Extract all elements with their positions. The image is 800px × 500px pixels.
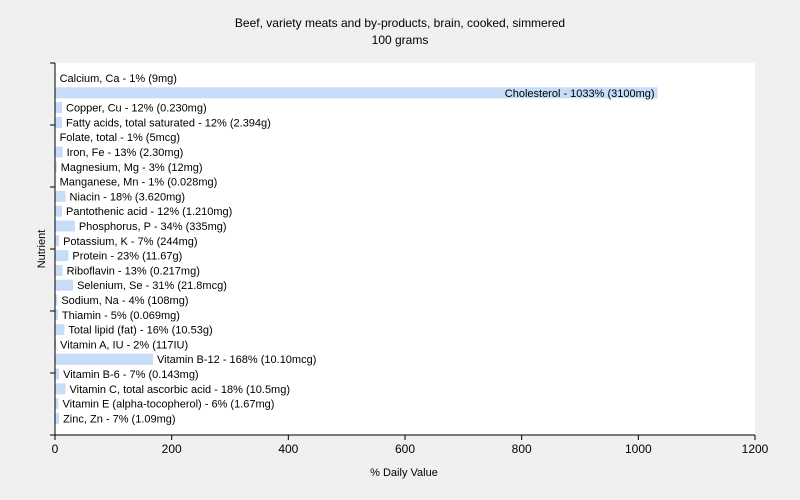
bar-label: Vitamin B-12 - 168% (10.10mcg) (157, 354, 316, 366)
bar-label: Vitamin A, IU - 2% (117IU) (60, 339, 188, 351)
bar-label: Vitamin E (alpha-tocopherol) - 6% (1.67m… (63, 399, 275, 411)
bar-label: Cholesterol - 1033% (3100mg) (505, 88, 655, 100)
bar-label: Thiamin - 5% (0.069mg) (62, 310, 180, 322)
axis-layer: 0 200 400 600 800 1000 1200 (50, 62, 769, 456)
chart-subtitle: 100 grams (372, 33, 429, 47)
bar (55, 235, 60, 247)
bar (55, 220, 75, 232)
x-tick-label: 600 (395, 442, 415, 456)
bar (55, 264, 63, 276)
bar (55, 116, 62, 128)
y-axis-title: Nutrient (36, 230, 48, 269)
bar (55, 250, 69, 262)
bar-label: Niacin - 18% (3.620mg) (70, 191, 186, 203)
bar (55, 294, 58, 306)
x-tick-label: 1200 (742, 442, 769, 456)
x-tick-label: 400 (278, 442, 298, 456)
bar-label: Fatty acids, total saturated - 12% (2.39… (66, 117, 271, 129)
bar (55, 309, 58, 321)
bar (55, 205, 62, 217)
bars-layer: Calcium, Ca - 1% (9mg) Cholesterol - 1033… (55, 72, 658, 425)
chart-title: Beef, variety meats and by-products, bra… (235, 16, 565, 30)
bar-label: Vitamin B-6 - 7% (0.143mg) (63, 369, 199, 381)
bar (55, 279, 74, 291)
bar (55, 412, 60, 424)
bar-label: Iron, Fe - 13% (2.30mg) (67, 147, 184, 159)
bar-label: Selenium, Se - 31% (21.8mcg) (77, 280, 227, 292)
bar (55, 353, 153, 365)
bar (55, 338, 57, 350)
x-axis-title: % Daily Value (370, 467, 438, 479)
bar (55, 368, 60, 380)
bar-label: Phosphorus, P - 34% (335mg) (79, 221, 227, 233)
bar-label: Calcium, Ca - 1% (9mg) (60, 73, 177, 85)
bar-label: Magnesium, Mg - 3% (12mg) (61, 162, 203, 174)
bar (55, 161, 57, 173)
x-tick-label: 800 (512, 442, 532, 456)
bar-label: Protein - 23% (11.67g) (72, 251, 182, 263)
bar (55, 146, 63, 158)
bar-label: Sodium, Na - 4% (108mg) (61, 295, 188, 307)
bar-label: Riboflavin - 13% (0.217mg) (67, 265, 200, 277)
bar-label: Folate, total - 1% (5mcg) (60, 132, 180, 144)
bar (55, 102, 62, 114)
bar (55, 190, 66, 202)
plot-area (55, 63, 755, 435)
bar (55, 383, 66, 395)
bar-label: Manganese, Mn - 1% (0.028mg) (60, 177, 218, 189)
bar (55, 398, 59, 410)
bar-label: Total lipid (fat) - 16% (10.53g) (68, 325, 212, 337)
bar-label: Potassium, K - 7% (244mg) (63, 236, 198, 248)
x-tick-label: 1000 (625, 442, 652, 456)
bar-label: Copper, Cu - 12% (0.230mg) (66, 103, 207, 115)
x-tick-label: 0 (52, 442, 59, 456)
x-tick-label: 200 (162, 442, 182, 456)
bar (55, 324, 65, 336)
bar-label: Pantothenic acid - 12% (1.210mg) (66, 206, 232, 218)
bar-label: Vitamin C, total ascorbic acid - 18% (10… (70, 384, 291, 396)
bar-label: Zinc, Zn - 7% (1.09mg) (63, 413, 175, 425)
bar (55, 87, 658, 99)
